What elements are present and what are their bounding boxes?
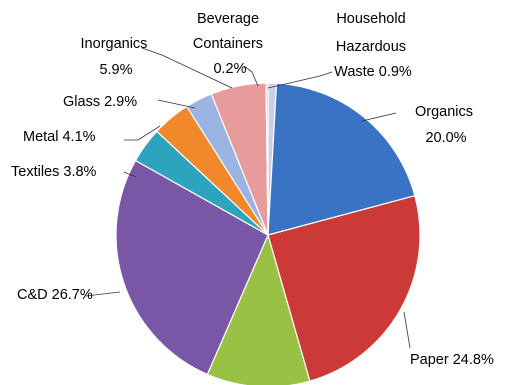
label-beverage: Beverage Containers 0.2%: [193, 11, 267, 77]
leader-lines: [85, 47, 411, 349]
label-household-hazardous: Household Hazardous Waste 0.9%: [334, 11, 412, 80]
slice-labels: Household Hazardous Waste 0.9% Organics …: [11, 11, 494, 368]
label-cd: C&D 26.7%: [17, 287, 93, 303]
leader-glass: [157, 99, 196, 109]
pie-slice-beverage-containers: [265, 82, 269, 236]
pie-slices: [115, 82, 421, 385]
pie-slice-paper: [267, 194, 421, 382]
leader-metal: [124, 125, 161, 141]
leader-inorganics: [141, 47, 233, 89]
leader-cd: [85, 291, 121, 297]
leader-paper: [403, 311, 411, 349]
label-textiles: Textiles 3.8%: [11, 164, 97, 180]
label-inorganics: Inorganics 5.9%: [81, 36, 152, 78]
pie-slice-organics: [267, 82, 416, 236]
leader-beverage: [243, 65, 259, 87]
label-glass: Glass 2.9%: [63, 94, 137, 110]
label-paper: Paper 24.8%: [410, 352, 494, 368]
label-organics: Organics 20.0%: [415, 104, 477, 146]
leader-organics: [361, 112, 397, 122]
leader-textiles: [123, 171, 137, 178]
leader-household-hazardous: [267, 71, 333, 89]
label-metal: Metal 4.1%: [23, 129, 96, 145]
pie-slice-unlabeled: [206, 233, 311, 385]
